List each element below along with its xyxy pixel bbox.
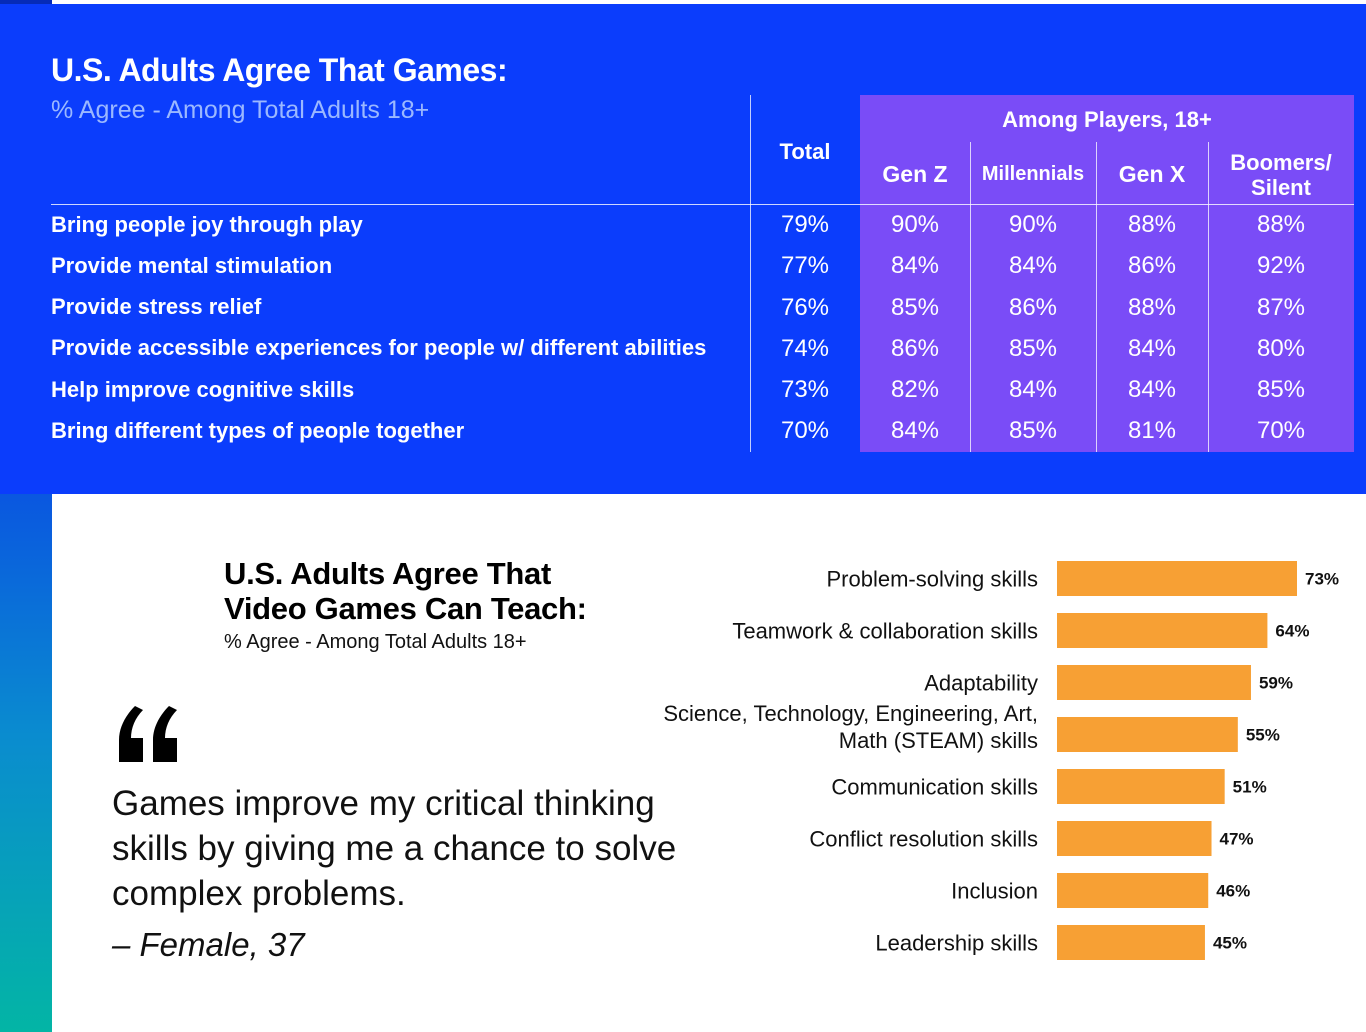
bar-value-label: 51% xyxy=(1233,778,1267,797)
table-cell-genz: 84% xyxy=(890,417,940,444)
bar-value-label: 45% xyxy=(1213,934,1247,953)
teach-subtitle: % Agree - Among Total Adults 18+ xyxy=(224,631,527,653)
table-cell-genx: 86% xyxy=(1127,252,1177,279)
category-label: Adaptability xyxy=(924,671,1038,696)
quote-author: – Female, 37 xyxy=(112,926,305,963)
table-cell-millennials: 86% xyxy=(1008,294,1058,321)
category-label: Teamwork & collaboration skills xyxy=(732,619,1038,644)
bar xyxy=(1057,561,1297,596)
divider-genz xyxy=(970,142,971,452)
table-cell-total: 77% xyxy=(780,252,830,279)
bar-value-label: 64% xyxy=(1275,622,1309,641)
bar xyxy=(1057,873,1209,908)
table-cell-genz: 82% xyxy=(890,376,940,403)
category-label: Science, Technology, Engineering, Art, xyxy=(663,701,1038,726)
bar xyxy=(1057,925,1205,960)
header-rule xyxy=(51,204,1354,205)
divider-before-total xyxy=(750,95,751,452)
bar xyxy=(1057,665,1251,700)
quote-text: Games improve my critical thinking skill… xyxy=(112,784,677,913)
bar xyxy=(1057,717,1238,752)
table-cell-boomers: 88% xyxy=(1256,211,1306,238)
bar-value-label: 55% xyxy=(1246,726,1280,745)
table-cell-genz: 86% xyxy=(890,335,940,362)
table-cell-total: 76% xyxy=(780,294,830,321)
header-genx: Gen X xyxy=(1118,161,1186,187)
top-strip-dark xyxy=(0,0,52,4)
teach-title: U.S. Adults Agree That Video Games Can T… xyxy=(224,556,587,626)
divider-millennials xyxy=(1096,142,1097,452)
table-cell-genx: 88% xyxy=(1127,211,1177,238)
table-row-label: Bring different types of people together xyxy=(51,418,465,443)
side-gradient-strip xyxy=(0,494,52,1032)
header-genz: Gen Z xyxy=(882,161,948,187)
header-millennials: Millennials xyxy=(981,163,1085,185)
category-label: Conflict resolution skills xyxy=(809,827,1038,852)
table-title: U.S. Adults Agree That Games: xyxy=(51,52,508,88)
table-row-label: Help improve cognitive skills xyxy=(51,377,355,402)
table-cell-millennials: 85% xyxy=(1008,417,1058,444)
table-row-label: Bring people joy through play xyxy=(51,212,363,237)
table-row-label: Provide stress relief xyxy=(51,294,262,319)
table-cell-boomers: 85% xyxy=(1256,376,1306,403)
table-cell-total: 79% xyxy=(780,211,830,238)
header-among-players: Among Players, 18+ xyxy=(1002,107,1212,132)
table-cell-millennials: 85% xyxy=(1008,335,1058,362)
table-cell-total: 70% xyxy=(780,417,830,444)
table-cell-millennials: 84% xyxy=(1008,252,1058,279)
header-boomers-line1: Boomers/ xyxy=(1230,150,1332,175)
table-row-label: Provide accessible experiences for peopl… xyxy=(51,335,707,360)
header-boomers: Boomers/ Silent xyxy=(1208,150,1354,200)
table-cell-total: 73% xyxy=(780,376,830,403)
table-cell-total: 74% xyxy=(780,335,830,362)
teach-bar-chart: 73% Problem-solving skills 64% Teamwork & c… xyxy=(663,561,1339,960)
teach-title-line1: U.S. Adults Agree That xyxy=(224,556,551,591)
bar xyxy=(1057,769,1225,804)
players-column-block xyxy=(860,95,1354,452)
top-strip-light xyxy=(52,0,1366,4)
table-cell-boomers: 92% xyxy=(1256,252,1306,279)
quote-mark-left xyxy=(119,706,143,762)
category-label: Math (STEAM) skills xyxy=(839,728,1038,753)
bar-value-label: 73% xyxy=(1305,570,1339,589)
table-cell-boomers: 87% xyxy=(1256,294,1306,321)
divider-genx xyxy=(1208,142,1209,452)
table-cell-millennials: 84% xyxy=(1008,376,1058,403)
table-subtitle: % Agree - Among Total Adults 18+ xyxy=(51,96,430,124)
category-label: Leadership skills xyxy=(875,931,1038,956)
table-cell-millennials: 90% xyxy=(1008,211,1058,238)
quote-mark-right xyxy=(153,706,177,762)
bar xyxy=(1057,821,1212,856)
category-label: Inclusion xyxy=(951,879,1038,904)
table-cell-genz: 84% xyxy=(890,252,940,279)
table-cell-genx: 84% xyxy=(1127,335,1177,362)
quote-icon xyxy=(119,706,177,762)
category-label: Communication skills xyxy=(831,775,1038,800)
category-label: Problem-solving skills xyxy=(826,567,1038,592)
table-cell-genx: 88% xyxy=(1127,294,1177,321)
table-cell-boomers: 70% xyxy=(1256,417,1306,444)
header-total: Total xyxy=(779,139,831,164)
table-cell-genz: 90% xyxy=(890,211,940,238)
table-row-label: Provide mental stimulation xyxy=(51,253,333,278)
table-cell-genz: 85% xyxy=(890,294,940,321)
bar xyxy=(1057,613,1268,648)
teach-title-line2: Video Games Can Teach: xyxy=(224,591,587,626)
header-boomers-line2: Silent xyxy=(1251,175,1311,200)
table-cell-genx: 81% xyxy=(1127,417,1177,444)
bar-value-label: 59% xyxy=(1259,674,1293,693)
bar-value-label: 46% xyxy=(1216,882,1250,901)
table-cell-boomers: 80% xyxy=(1256,335,1306,362)
bar-value-label: 47% xyxy=(1220,830,1254,849)
table-cell-genx: 84% xyxy=(1127,376,1177,403)
